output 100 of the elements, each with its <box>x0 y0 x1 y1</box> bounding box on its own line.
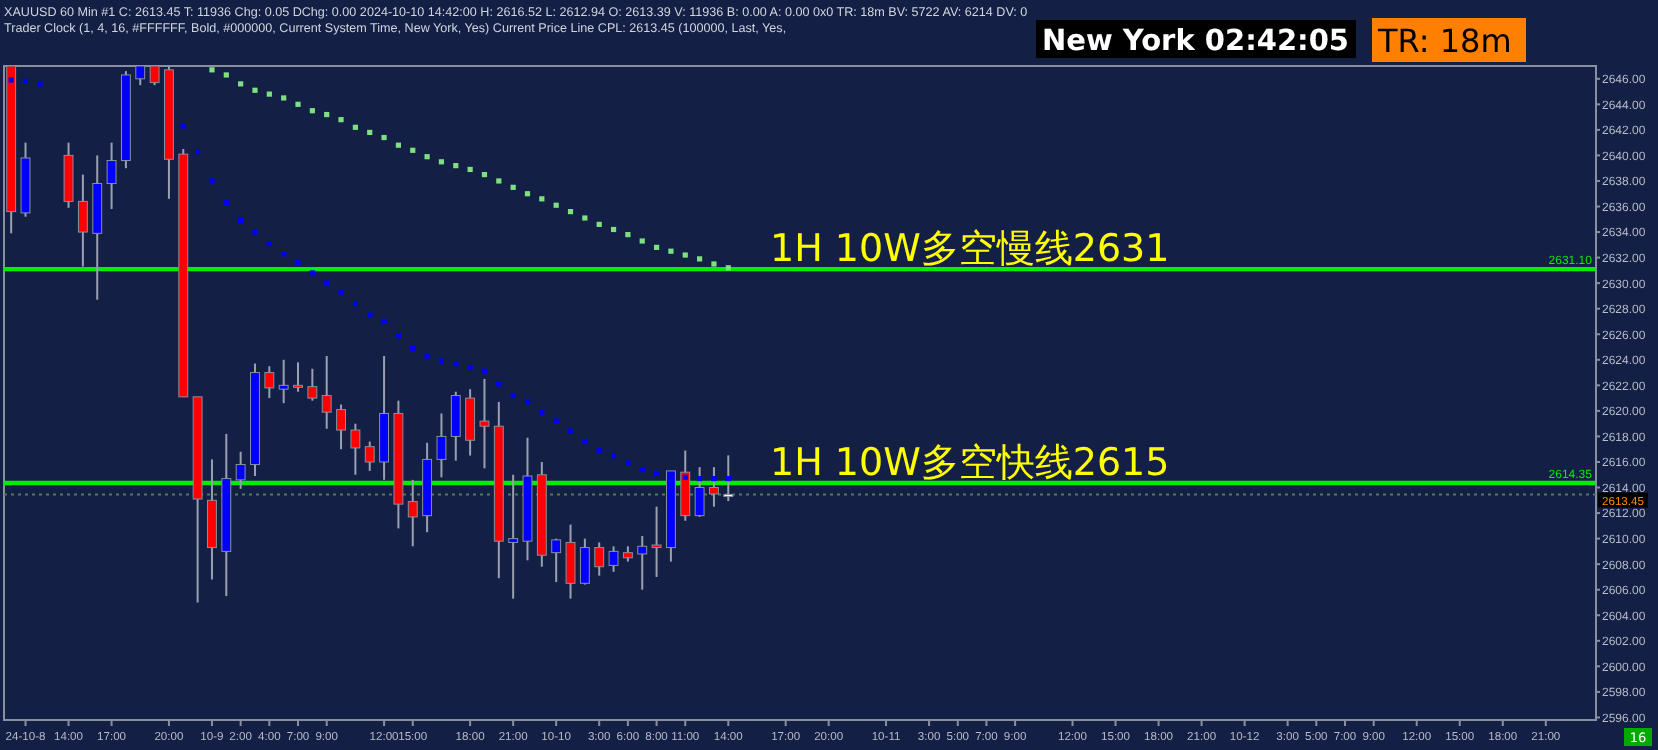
point <box>496 178 502 184</box>
point <box>352 300 358 307</box>
annotation: 1H 10W多空慢线2631 <box>770 227 1170 272</box>
point <box>238 217 244 224</box>
point <box>252 87 258 93</box>
candlestick <box>278 358 289 405</box>
point <box>367 129 373 136</box>
point <box>453 163 459 169</box>
annotation: 1H 10W多空快线2615 <box>770 441 1170 486</box>
point <box>625 232 631 238</box>
candlestick <box>565 523 576 600</box>
point <box>510 392 516 399</box>
candlestick <box>106 141 117 211</box>
point <box>524 191 531 197</box>
point <box>653 470 660 477</box>
candlestick <box>264 365 275 400</box>
candlestick <box>407 478 418 548</box>
candlestick <box>77 173 88 268</box>
point <box>639 467 645 473</box>
candlestick <box>321 354 332 430</box>
point <box>668 248 674 254</box>
candlestick <box>293 361 303 393</box>
point <box>496 381 502 387</box>
point <box>324 280 330 286</box>
candlestick <box>336 403 346 451</box>
candlestick <box>709 466 719 508</box>
point <box>338 289 344 295</box>
point <box>711 475 717 482</box>
point <box>711 261 717 267</box>
candlestick <box>651 505 662 578</box>
candlestick <box>465 388 476 457</box>
text: TR: 18m <box>1376 22 1512 60</box>
point <box>682 474 688 480</box>
point <box>266 240 272 247</box>
point <box>424 353 430 359</box>
point <box>223 72 229 78</box>
point <box>725 475 731 482</box>
candlestick <box>723 454 734 503</box>
point <box>395 332 402 339</box>
point <box>395 142 402 148</box>
point <box>596 447 602 454</box>
point <box>582 438 588 445</box>
point <box>180 123 186 129</box>
candlestick <box>508 473 519 600</box>
candlestick <box>436 412 447 479</box>
point <box>697 475 703 482</box>
point <box>252 229 258 235</box>
point <box>295 101 301 107</box>
candlestick <box>63 141 74 209</box>
point <box>481 171 488 178</box>
point <box>209 178 215 184</box>
candlestick <box>637 535 648 591</box>
candlestick <box>450 390 461 462</box>
point <box>453 361 459 367</box>
point <box>37 81 43 87</box>
point <box>625 460 631 466</box>
candlestick <box>364 440 375 472</box>
point <box>281 95 287 101</box>
text: New York 02:42:05 <box>1042 26 1350 58</box>
point <box>481 368 488 374</box>
point <box>223 200 229 206</box>
point <box>539 409 545 415</box>
point <box>410 345 416 351</box>
point <box>596 221 602 227</box>
point <box>553 418 559 424</box>
point <box>309 270 315 276</box>
point <box>367 312 373 318</box>
point <box>209 67 215 73</box>
point <box>424 154 430 160</box>
point <box>725 265 731 271</box>
point <box>697 256 703 262</box>
point <box>381 134 387 141</box>
point <box>467 166 473 173</box>
point <box>381 318 387 325</box>
point <box>567 428 574 434</box>
point <box>524 399 531 405</box>
point <box>295 260 301 266</box>
point <box>653 244 660 250</box>
point <box>324 111 330 118</box>
candlestick <box>579 537 590 586</box>
candlestick <box>608 545 619 573</box>
point <box>582 215 588 221</box>
candlestick <box>307 367 318 402</box>
point <box>195 148 201 155</box>
point <box>510 184 516 190</box>
candlestick <box>479 377 490 470</box>
candlestick <box>694 466 705 518</box>
point <box>682 252 688 258</box>
point <box>309 108 315 114</box>
point <box>467 364 473 371</box>
candlestick <box>594 541 605 577</box>
candlestick <box>207 458 217 581</box>
point <box>22 78 29 84</box>
candlestick <box>680 449 691 522</box>
point <box>238 81 244 87</box>
point <box>553 202 559 208</box>
point <box>8 77 14 83</box>
point <box>438 358 445 364</box>
candlestick <box>350 422 361 476</box>
point <box>266 91 272 97</box>
